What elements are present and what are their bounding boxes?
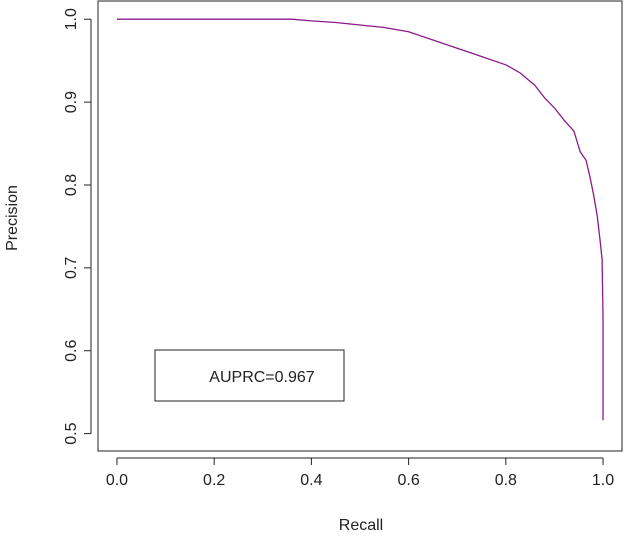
x-tick-label: 0.2 — [203, 472, 225, 489]
y-tick-label: 1.0 — [63, 8, 80, 30]
x-tick-label: 1.0 — [592, 472, 614, 489]
x-tick-label: 0.4 — [300, 472, 322, 489]
y-tick-label: 0.7 — [63, 257, 80, 279]
y-tick-label: 0.5 — [63, 422, 80, 444]
x-tick-label: 0.8 — [495, 472, 517, 489]
y-tick-label: 0.8 — [63, 174, 80, 196]
annotation-box — [154, 349, 345, 402]
pr-curve — [117, 18, 604, 421]
y-tick-label: 0.6 — [63, 340, 80, 362]
x-tick-label: 0.6 — [397, 472, 419, 489]
annotation: AUPRC=0.967 — [209, 369, 314, 386]
y-axis-label: Precision — [4, 185, 21, 251]
y-tick-label: 0.9 — [63, 91, 80, 113]
plot-frame — [97, 0, 623, 452]
x-axis-label: Recall — [339, 517, 383, 534]
x-tick-label: 0.0 — [106, 472, 128, 489]
